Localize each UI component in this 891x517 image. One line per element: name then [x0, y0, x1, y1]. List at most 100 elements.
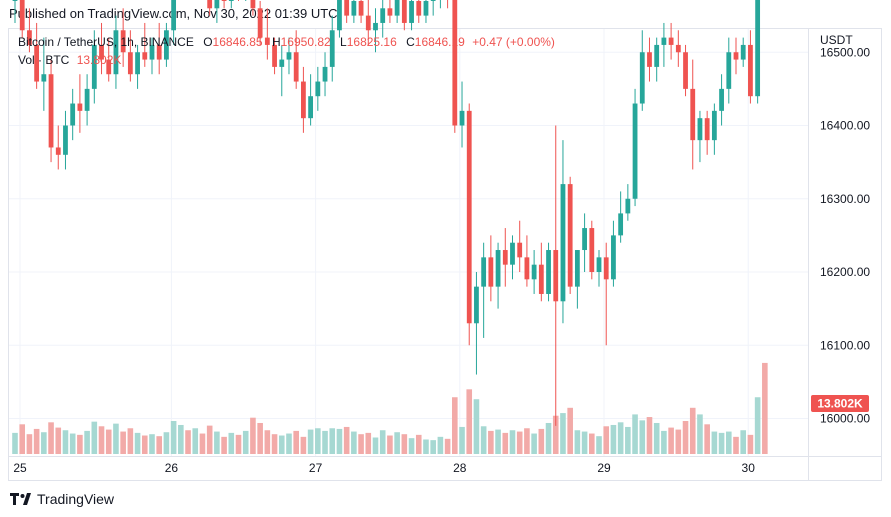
candle-body[interactable]: [632, 103, 638, 199]
candle-body[interactable]: [63, 125, 68, 155]
candle-body[interactable]: [560, 184, 566, 302]
candle-body[interactable]: [704, 118, 710, 141]
candle-body[interactable]: [41, 74, 47, 82]
volume-bar: [120, 431, 126, 454]
candle-body[interactable]: [156, 44, 162, 60]
candle-body[interactable]: [546, 250, 551, 294]
candle-body[interactable]: [567, 184, 573, 287]
candle-body[interactable]: [380, 8, 386, 23]
candle-body[interactable]: [755, 0, 761, 97]
candle-body[interactable]: [582, 228, 587, 251]
candle-body[interactable]: [337, 0, 342, 31]
candle-body[interactable]: [308, 96, 314, 119]
candle-body[interactable]: [120, 30, 126, 53]
candle-body[interactable]: [675, 44, 681, 53]
candle-body[interactable]: [127, 52, 133, 75]
candle-body[interactable]: [719, 88, 724, 111]
candle-body[interactable]: [106, 59, 112, 75]
candle-body[interactable]: [12, 0, 18, 1]
candle-body[interactable]: [603, 257, 609, 280]
candle-body[interactable]: [481, 257, 487, 287]
candle-body[interactable]: [365, 15, 371, 31]
candle-body[interactable]: [502, 250, 508, 265]
candle-body[interactable]: [84, 88, 90, 111]
candle-body[interactable]: [99, 44, 104, 60]
candle-body[interactable]: [618, 213, 624, 236]
candle-body[interactable]: [91, 44, 97, 89]
candle-body[interactable]: [322, 66, 328, 82]
candle-body[interactable]: [315, 81, 321, 97]
candle-body[interactable]: [683, 52, 688, 89]
candle-body[interactable]: [733, 52, 739, 60]
candle-body[interactable]: [711, 110, 717, 141]
candle-body[interactable]: [452, 0, 458, 126]
candle-body[interactable]: [611, 235, 616, 280]
candle-body[interactable]: [113, 30, 119, 75]
candle-body[interactable]: [48, 74, 54, 148]
candle-body[interactable]: [459, 110, 465, 126]
candle-body[interactable]: [228, 0, 234, 1]
candle-body[interactable]: [639, 52, 645, 104]
candle-body[interactable]: [34, 44, 40, 82]
candle-body[interactable]: [142, 52, 148, 60]
candle-body[interactable]: [430, 0, 436, 1]
candle-body[interactable]: [19, 0, 25, 31]
candle-body[interactable]: [517, 242, 523, 258]
candle-body[interactable]: [495, 250, 501, 287]
candle-body[interactable]: [387, 8, 393, 16]
candle-body[interactable]: [250, 0, 256, 9]
candle-body[interactable]: [214, 0, 220, 9]
candle-body[interactable]: [207, 0, 213, 9]
candle-body[interactable]: [171, 0, 177, 31]
candle-body[interactable]: [740, 44, 746, 60]
candle-body[interactable]: [524, 257, 530, 280]
candle-body[interactable]: [647, 52, 652, 67]
candle-body[interactable]: [358, 0, 364, 16]
candle-body[interactable]: [510, 242, 515, 265]
candle-body[interactable]: [474, 286, 479, 324]
candle-body[interactable]: [690, 88, 696, 141]
candle-body[interactable]: [423, 0, 429, 16]
candle-body[interactable]: [272, 44, 277, 67]
candle-body[interactable]: [293, 52, 299, 82]
candle-body[interactable]: [531, 264, 537, 280]
volume-bar: [286, 433, 292, 454]
tradingview-logo[interactable]: TradingView: [10, 491, 114, 507]
candle-body[interactable]: [351, 0, 357, 16]
candle-body[interactable]: [661, 37, 667, 45]
candle-body[interactable]: [654, 44, 660, 67]
candle-body[interactable]: [257, 8, 263, 38]
candle-body[interactable]: [70, 103, 76, 126]
candle-body[interactable]: [488, 257, 494, 287]
candle-body[interactable]: [538, 264, 544, 294]
candle-body[interactable]: [596, 257, 602, 272]
candle-body[interactable]: [135, 52, 140, 75]
candle-body[interactable]: [27, 30, 32, 45]
candle-body[interactable]: [149, 44, 155, 60]
candle-body[interactable]: [416, 0, 422, 16]
candle-body[interactable]: [697, 118, 703, 141]
candle-body[interactable]: [748, 44, 753, 97]
candle-body[interactable]: [221, 0, 227, 1]
candle-body[interactable]: [55, 147, 61, 155]
candle-body[interactable]: [466, 110, 472, 324]
candle-body[interactable]: [589, 228, 595, 272]
candle-body[interactable]: [409, 0, 414, 23]
candle-body[interactable]: [164, 30, 169, 60]
candle-body[interactable]: [77, 103, 83, 111]
candle-body[interactable]: [625, 198, 631, 214]
candle-body[interactable]: [553, 250, 559, 302]
candle-body[interactable]: [329, 30, 335, 67]
candle-body[interactable]: [574, 250, 580, 287]
candle-body[interactable]: [726, 52, 732, 89]
candle-body[interactable]: [286, 52, 292, 60]
candle-body[interactable]: [373, 22, 378, 31]
candle-body[interactable]: [668, 37, 674, 45]
candle-body[interactable]: [301, 81, 306, 119]
candle-body[interactable]: [279, 59, 285, 67]
candle-body[interactable]: [394, 0, 400, 16]
candle-body[interactable]: [401, 0, 407, 23]
candle-body[interactable]: [264, 37, 270, 45]
candle-body[interactable]: [344, 0, 350, 16]
